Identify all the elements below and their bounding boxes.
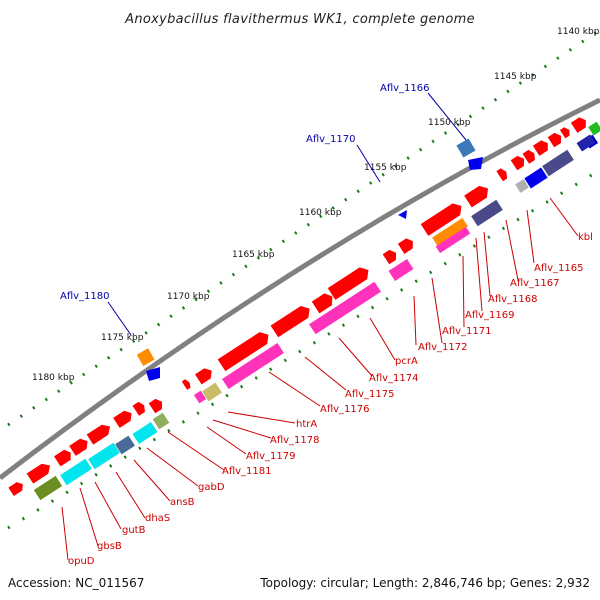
feature-block[interactable] — [88, 442, 120, 470]
callout-box-aflv-1180[interactable] — [136, 348, 155, 367]
gene-label-pcrA[interactable]: pcrA — [395, 356, 418, 367]
gene-arrow[interactable] — [270, 303, 314, 338]
callout-arrow-aflv-1180[interactable] — [146, 367, 160, 381]
feature-block[interactable] — [33, 475, 63, 501]
gene-label-aflv-1168[interactable]: Aflv_1168 — [488, 294, 538, 305]
gene-labels: kbl Aflv_1165 Aflv_1167 Aflv_1168 Aflv_1… — [68, 232, 593, 567]
gene-arrow[interactable] — [54, 448, 74, 467]
feature-block[interactable] — [132, 421, 158, 445]
gene-arrow[interactable] — [588, 121, 600, 136]
gene-arrow[interactable] — [382, 248, 400, 265]
callout-arrow-aflv-1170[interactable] — [398, 210, 407, 219]
feature-block[interactable] — [388, 258, 414, 282]
tick-label: 1170 kbp — [167, 292, 210, 302]
tick-label: 1155 kbp — [364, 163, 407, 173]
gene-arrow[interactable] — [496, 167, 509, 182]
tick-label: 1140 kbp — [557, 27, 600, 37]
gene-arrow[interactable] — [195, 366, 215, 385]
gene-label-aflv-1167[interactable]: Aflv_1167 — [510, 278, 560, 289]
gene-label-aflv-1169[interactable]: Aflv_1169 — [465, 310, 515, 321]
gene-arrow[interactable] — [148, 397, 166, 414]
tick-label: 1180 kbp — [32, 373, 75, 383]
feature-block[interactable] — [309, 281, 381, 335]
gene-label-dhaS[interactable]: dhaS — [145, 513, 170, 524]
feature-block[interactable] — [471, 199, 503, 227]
gene-arrow[interactable] — [132, 400, 148, 416]
feature-block[interactable] — [524, 167, 548, 189]
feature-block[interactable] — [542, 149, 574, 177]
feature-block[interactable] — [152, 412, 170, 430]
feature-block[interactable] — [435, 226, 471, 254]
accession-text: Accession: NC_011567 — [8, 576, 145, 590]
callout-label-aflv-1180[interactable]: Aflv_1180 — [60, 291, 110, 302]
feature-block[interactable] — [222, 342, 284, 390]
gene-arrow[interactable] — [113, 408, 135, 428]
callout-box-aflv-1166[interactable] — [456, 138, 476, 158]
gene-arrow[interactable] — [547, 131, 565, 148]
gene-arrow[interactable] — [464, 183, 492, 208]
gene-arrow[interactable] — [510, 154, 528, 171]
forward-genes — [8, 115, 600, 497]
gene-label-aflv-1179[interactable]: Aflv_1179 — [246, 451, 296, 462]
gene-arrow[interactable] — [559, 126, 572, 139]
gene-arrow[interactable] — [532, 138, 551, 156]
feature-block[interactable] — [432, 218, 468, 246]
feature-block[interactable] — [60, 458, 92, 486]
gene-label-aflv-1178[interactable]: Aflv_1178 — [270, 435, 320, 446]
tick-label: 1160 kbp — [299, 208, 342, 218]
gene-arrow[interactable] — [420, 200, 466, 236]
gene-label-gbsB[interactable]: gbsB — [97, 541, 122, 552]
gene-arrow[interactable] — [522, 148, 538, 164]
gene-label-aflv-1172[interactable]: Aflv_1172 — [418, 342, 468, 353]
feature-block[interactable] — [193, 390, 207, 404]
gene-label-aflv-1175[interactable]: Aflv_1175 — [345, 389, 395, 400]
callout-arrow-aflv-1166[interactable] — [468, 157, 483, 170]
gene-arrow[interactable] — [26, 460, 54, 484]
genome-summary-text: Topology: circular; Length: 2,846,746 bp… — [260, 576, 590, 590]
gene-arrow[interactable] — [181, 378, 192, 390]
gene-arrow[interactable] — [327, 264, 373, 300]
gene-arrow[interactable] — [217, 329, 273, 372]
gene-label-aflv-1171[interactable]: Aflv_1171 — [442, 326, 492, 337]
gene-label-aflv-1174[interactable]: Aflv_1174 — [369, 373, 419, 384]
gene-label-ansB[interactable]: ansB — [170, 497, 195, 508]
map-title: Anoxybacillus flavithermus WK1, complete… — [124, 12, 475, 27]
feature-block[interactable] — [576, 134, 596, 152]
gene-label-aflv-1181[interactable]: Aflv_1181 — [222, 466, 272, 477]
gene-arrow[interactable] — [69, 436, 91, 456]
gene-arrow[interactable] — [311, 291, 336, 314]
gene-label-aflv-1165[interactable]: Aflv_1165 — [534, 263, 584, 274]
tick-label: 1165 kbp — [232, 250, 275, 260]
gene-label-kbl[interactable]: kbl — [578, 232, 593, 243]
callout-leaders — [107, 92, 467, 336]
gene-label-gabD[interactable]: gabD — [198, 482, 225, 493]
inner-dotted-track — [7, 168, 600, 530]
gene-label-opuD[interactable]: opuD — [68, 556, 95, 567]
outer-tick-track — [7, 28, 600, 427]
gene-label-aflv-1176[interactable]: Aflv_1176 — [320, 404, 370, 415]
gene-arrow[interactable] — [86, 421, 114, 445]
feature-block[interactable] — [115, 435, 135, 455]
callout-label-aflv-1166[interactable]: Aflv_1166 — [380, 83, 430, 94]
tick-label: 1175 kbp — [101, 333, 144, 343]
gene-label-leaders — [61, 197, 579, 561]
callout-labels: Aflv_1166 Aflv_1170 Aflv_1180 — [60, 83, 430, 302]
gene-arrow[interactable] — [570, 115, 589, 133]
gene-arrow[interactable] — [397, 236, 416, 254]
gene-arrow[interactable] — [8, 480, 25, 497]
tick-label: 1150 kbp — [428, 118, 471, 128]
gene-label-gutB[interactable]: gutB — [122, 525, 146, 536]
genome-backbone — [0, 97, 600, 480]
gene-label-htrA[interactable]: htrA — [296, 419, 317, 430]
feature-block[interactable] — [202, 382, 222, 402]
tick-label: 1145 kbp — [494, 72, 537, 82]
feature-block[interactable] — [515, 179, 529, 193]
feature-blocks — [33, 134, 596, 501]
callout-label-aflv-1170[interactable]: Aflv_1170 — [306, 134, 356, 145]
callout-glyphs — [136, 138, 483, 381]
tick-labels: 1140 kbp 1145 kbp 1150 kbp 1155 kbp 1160 kbp… — [32, 27, 600, 383]
